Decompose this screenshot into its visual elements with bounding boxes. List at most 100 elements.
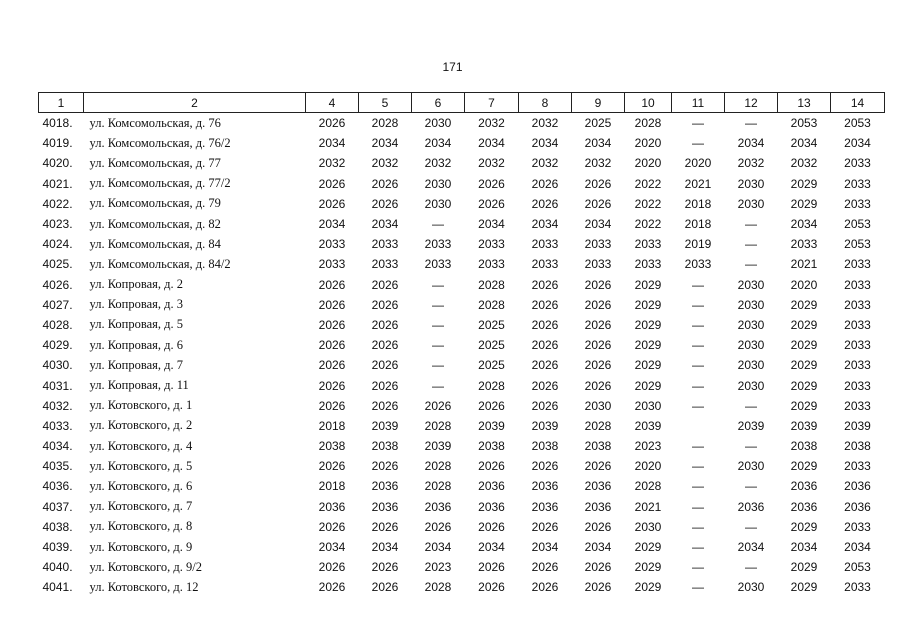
address: ул. Котовского, д. 2 bbox=[89, 418, 193, 433]
year-cell: 2036 bbox=[737, 499, 765, 514]
address: ул. Комсомольская, д. 76/2 bbox=[89, 135, 231, 150]
row-number: 4035. bbox=[42, 459, 73, 474]
year-cell: 2033 bbox=[844, 459, 871, 474]
year-cell: 2053 bbox=[790, 116, 818, 131]
year-cell: — bbox=[432, 317, 444, 332]
year-cell: 2026 bbox=[584, 358, 612, 373]
row-number: 4040. bbox=[42, 560, 73, 575]
row-number: 4026. bbox=[42, 277, 73, 292]
year-cell: 2026 bbox=[584, 196, 612, 211]
year-cell: 2022 bbox=[634, 196, 662, 211]
year-cell: 2026 bbox=[318, 358, 346, 373]
year-cell: 2026 bbox=[318, 176, 346, 191]
year-cell: 2032 bbox=[318, 156, 346, 171]
year-cell: — bbox=[692, 459, 704, 474]
year-cell: — bbox=[692, 479, 704, 494]
year-cell: 2026 bbox=[531, 580, 559, 595]
year-cell: 2026 bbox=[424, 398, 452, 413]
year-cell: 2029 bbox=[634, 317, 662, 332]
year-cell: 2032 bbox=[790, 156, 818, 171]
year-cell: 2029 bbox=[790, 317, 818, 332]
year-cell: 2032 bbox=[424, 156, 452, 171]
year-cell: 2026 bbox=[531, 560, 559, 575]
year-cell: 2026 bbox=[478, 519, 505, 534]
header-cell: 11 bbox=[671, 92, 725, 113]
year-cell: 2026 bbox=[584, 378, 612, 393]
year-cell: 2020 bbox=[634, 136, 662, 151]
year-cell: 2033 bbox=[790, 237, 818, 252]
year-cell: 2034 bbox=[844, 540, 871, 555]
year-cell: — bbox=[692, 116, 704, 131]
table-row: 4036. ул. Котовского, д. 6 2018 2036 2028 203… bbox=[39, 476, 885, 496]
year-cell: 2026 bbox=[318, 459, 346, 474]
year-cell: 2034 bbox=[531, 540, 559, 555]
year-cell: 2033 bbox=[478, 257, 505, 272]
page-number: 171 bbox=[442, 60, 463, 74]
year-cell: 2026 bbox=[531, 358, 559, 373]
year-cell: — bbox=[692, 560, 704, 575]
year-cell: — bbox=[432, 277, 444, 292]
year-cell: 2033 bbox=[844, 378, 871, 393]
year-cell: — bbox=[692, 317, 704, 332]
table-row: 4033. ул. Котовского, д. 2 2018 2039 2028 203… bbox=[39, 416, 885, 436]
year-cell: 2033 bbox=[844, 196, 871, 211]
year-cell: 2021 bbox=[790, 257, 818, 272]
year-cell: — bbox=[692, 297, 704, 312]
year-cell: 2026 bbox=[478, 176, 505, 191]
year-cell: 2033 bbox=[531, 237, 559, 252]
year-cell: 2036 bbox=[478, 479, 505, 494]
year-cell: 2026 bbox=[531, 338, 559, 353]
year-cell: 2026 bbox=[371, 317, 399, 332]
year-cell: 2034 bbox=[737, 540, 765, 555]
year-cell: 2034 bbox=[371, 136, 399, 151]
year-cell: 2033 bbox=[531, 257, 559, 272]
year-cell: — bbox=[432, 217, 444, 232]
row-number: 4022. bbox=[42, 196, 73, 211]
year-cell: 2053 bbox=[844, 116, 871, 131]
year-cell: 2028 bbox=[424, 418, 452, 433]
year-cell: 2029 bbox=[790, 196, 818, 211]
year-cell: 2026 bbox=[371, 338, 399, 353]
row-number: 4018. bbox=[42, 116, 73, 131]
year-cell: 2026 bbox=[371, 560, 399, 575]
year-cell: 2033 bbox=[371, 257, 399, 272]
year-cell: 2034 bbox=[318, 540, 346, 555]
year-cell: — bbox=[692, 358, 704, 373]
year-cell: 2038 bbox=[584, 439, 612, 454]
row-number: 4024. bbox=[42, 237, 73, 252]
year-cell: 2034 bbox=[478, 217, 505, 232]
year-cell: 2026 bbox=[584, 338, 612, 353]
year-cell: 2023 bbox=[634, 439, 662, 454]
table-row: 4026. ул. Копровая, д. 2 2026 2026 — 2028 2026… bbox=[39, 275, 885, 295]
year-cell: 2028 bbox=[478, 297, 505, 312]
table-row: 4037. ул. Котовского, д. 7 2036 2036 2036 203… bbox=[39, 497, 885, 517]
row-number: 4037. bbox=[42, 499, 73, 514]
year-cell: 2036 bbox=[844, 479, 871, 494]
table-row: 4034. ул. Котовского, д. 4 2038 2038 2039 203… bbox=[39, 436, 885, 456]
year-cell: 2026 bbox=[318, 378, 346, 393]
year-cell: 2034 bbox=[584, 540, 612, 555]
row-number: 4029. bbox=[42, 338, 73, 353]
year-cell: 2033 bbox=[844, 277, 871, 292]
year-cell: 2026 bbox=[371, 196, 399, 211]
year-cell: 2036 bbox=[424, 499, 452, 514]
year-cell: 2034 bbox=[318, 217, 346, 232]
header-cell: 6 bbox=[411, 92, 465, 113]
address: ул. Копровая, д. 7 bbox=[89, 357, 184, 372]
address: ул. Котовского, д. 4 bbox=[89, 438, 193, 453]
year-cell: 2018 bbox=[318, 479, 346, 494]
year-cell: 2034 bbox=[424, 540, 452, 555]
year-cell: 2026 bbox=[478, 398, 505, 413]
year-cell: 2026 bbox=[584, 519, 612, 534]
table-row: 4028. ул. Копровая, д. 5 2026 2026 — 2025 2026… bbox=[39, 315, 885, 335]
table-row: 4035. ул. Котовского, д. 5 2026 2026 2028 202… bbox=[39, 456, 885, 476]
table-row: 4030. ул. Копровая, д. 7 2026 2026 — 2025 2026… bbox=[39, 355, 885, 375]
year-cell: 2039 bbox=[737, 418, 765, 433]
year-cell: 2038 bbox=[844, 439, 871, 454]
year-cell: 2036 bbox=[790, 499, 818, 514]
year-cell: 2030 bbox=[737, 317, 765, 332]
table-row: 4029. ул. Копровая, д. 6 2026 2026 — 2025 2026… bbox=[39, 335, 885, 355]
year-cell: 2036 bbox=[531, 499, 559, 514]
row-number: 4023. bbox=[42, 217, 73, 232]
table-body: 4018. ул. Комсомольская, д. 76 2026 2028 203… bbox=[39, 113, 885, 598]
